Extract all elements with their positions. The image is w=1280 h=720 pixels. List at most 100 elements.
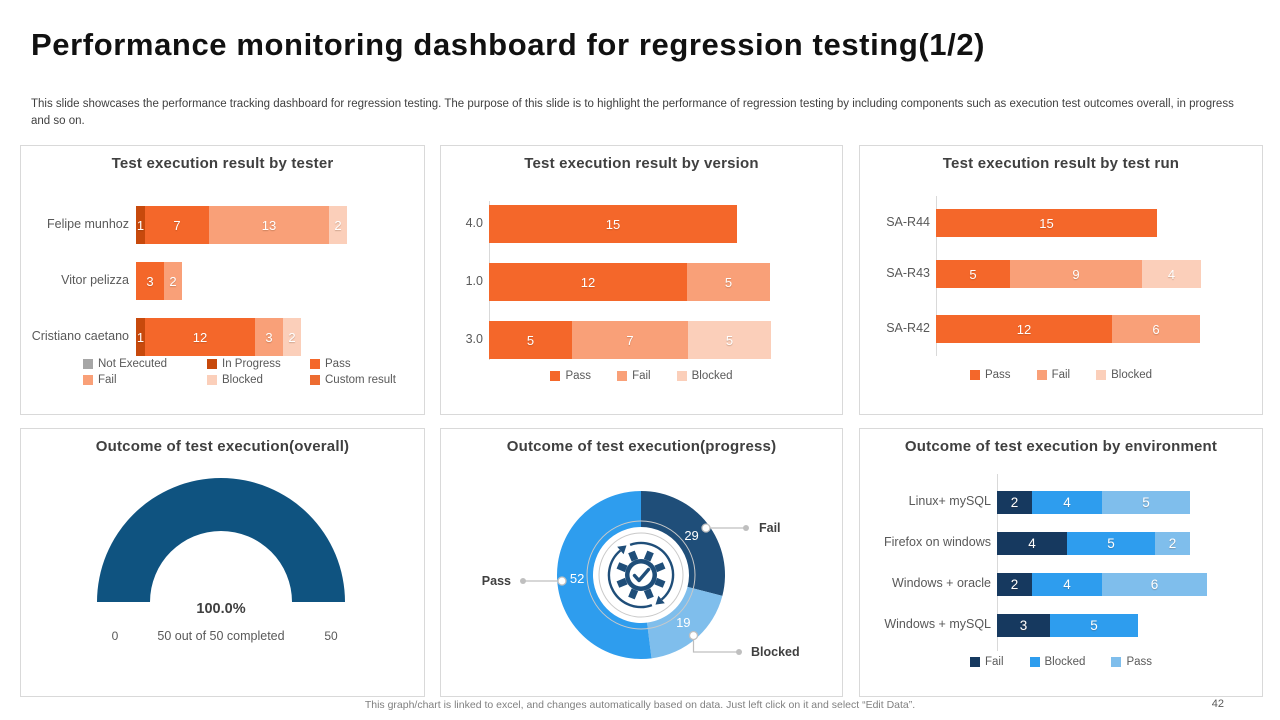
- callout-end-dot: [743, 525, 749, 531]
- category-label: Vitor pelizza: [61, 273, 129, 287]
- bar-value-label: 5: [969, 266, 977, 282]
- bar-value-label: 4: [1063, 576, 1071, 592]
- bar-segment-pass: 5: [1102, 490, 1190, 514]
- donut-value-label: 19: [676, 615, 690, 630]
- bar-segment-fail: 3: [997, 613, 1050, 637]
- chart-title: Outcome of test execution(overall): [95, 438, 350, 455]
- legend-swatch: [207, 375, 217, 385]
- category-label: Cristiano caetano: [31, 329, 129, 343]
- bar-segment-pass: 3: [136, 262, 164, 300]
- bar-row: 15: [936, 209, 1157, 237]
- legend-swatch: [83, 359, 93, 369]
- legend-swatch: [310, 375, 320, 385]
- chart-panel-progress-donut[interactable]: Outcome of test execution(progress) 29 19…: [440, 428, 843, 697]
- chart-panel-by-environment[interactable]: Outcome of test execution by environment…: [859, 428, 1263, 697]
- bar-value-label: 6: [1150, 576, 1159, 592]
- callout-label-blocked: Blocked: [751, 645, 800, 659]
- bar-value-label: 3: [146, 273, 154, 289]
- legend-item-not-executed: Not Executed: [83, 358, 207, 370]
- bar-value-label: 5: [725, 332, 734, 348]
- bar-value-label: 12: [1016, 321, 1032, 337]
- bar-segment-in-progress: 1: [136, 318, 145, 356]
- bar-segment-pass: 2: [1155, 531, 1190, 555]
- legend-item-pass: Pass: [969, 369, 1011, 381]
- bar-segment-pass: 5: [489, 321, 572, 359]
- inner-ring: [598, 532, 684, 618]
- bar-value-label: 2: [169, 273, 177, 289]
- bar-segment-blocked: 5: [688, 321, 771, 359]
- bar-segment-fail: 4: [997, 531, 1067, 555]
- gauge-max-label: 50: [324, 629, 338, 643]
- bar-value-label: 2: [334, 217, 342, 233]
- bar-value-label: 7: [173, 217, 181, 233]
- legend-label: Blocked: [222, 374, 263, 386]
- chart-panel-by-tester[interactable]: Test execution result by tester Felipe m…: [20, 145, 425, 415]
- chart-panel-by-version[interactable]: Test execution result by version 4.0 15 1.…: [440, 145, 843, 415]
- bar-row: 12 5: [489, 263, 770, 301]
- bar-segment-blocked: 4: [1142, 260, 1201, 288]
- bar-segment-fail: 5: [687, 263, 770, 301]
- legend-swatch: [676, 371, 687, 381]
- bar-row: 2 4 5: [997, 490, 1190, 514]
- gauge-caption: 50 out of 50 completed: [157, 629, 284, 643]
- callout-anchor-dot: [688, 630, 699, 641]
- bar-value-label: 5: [526, 332, 535, 348]
- legend-label: Pass: [984, 369, 1011, 381]
- bar-row: 12 6: [936, 315, 1200, 343]
- bar-segment-fail: 6: [1112, 315, 1200, 343]
- callout-line: [692, 635, 739, 653]
- legend-swatch: [207, 359, 217, 369]
- legend-swatch: [550, 371, 561, 381]
- bar-row: 1 12 3 2: [136, 318, 301, 356]
- chart-panel-by-test-run[interactable]: Test execution result by test run SA-R44…: [859, 145, 1263, 415]
- callout-anchor-dot: [701, 523, 711, 533]
- bar-segment-blocked: 5: [1050, 613, 1138, 637]
- legend-label: Not Executed: [98, 358, 168, 370]
- legend-label: Blocked: [1044, 656, 1086, 668]
- bar-segment-blocked: 4: [1032, 572, 1102, 596]
- donut-slice-blocked: [647, 586, 723, 659]
- bar-segment-blocked: 4: [1032, 490, 1102, 514]
- legend-swatch: [1096, 370, 1107, 380]
- bar-value-label: 15: [1039, 215, 1054, 231]
- callout-label-pass: Pass: [482, 574, 511, 588]
- bar-value-label: 6: [1152, 321, 1160, 337]
- footer-note: This graph/chart is linked to excel, and…: [364, 699, 916, 711]
- bar-segment-pass: 12: [936, 315, 1112, 343]
- legend-item-custom-result: Custom result: [310, 374, 440, 386]
- bar-segment-fail: 2: [997, 572, 1032, 596]
- bar-value-label: 4: [1167, 266, 1176, 282]
- bar-row: 5 9 4: [936, 260, 1201, 288]
- category-label: Windows + mySQL: [884, 617, 991, 631]
- bar-value-label: 15: [605, 216, 621, 232]
- legend-swatch: [1029, 657, 1040, 667]
- legend-item-fail: Fail: [83, 374, 207, 386]
- legend-label: Fail: [984, 656, 1004, 668]
- callout-end-dot: [736, 649, 742, 655]
- legend-swatch: [83, 375, 93, 385]
- legend-item-blocked: Blocked: [207, 374, 310, 386]
- bar-segment-fail: 2: [997, 490, 1032, 514]
- bar-value-label: 2: [1010, 576, 1019, 592]
- bar-segment-fail: 7: [572, 321, 688, 359]
- bar-segment-fail: 2: [164, 262, 182, 300]
- bar-row: 1 7 13 2: [136, 206, 347, 244]
- category-label: SA-R44: [886, 215, 930, 229]
- legend-label: Pass: [1126, 656, 1153, 668]
- category-label: Firefox on windows: [884, 535, 991, 549]
- legend-label: Fail: [1051, 369, 1071, 381]
- legend-swatch: [969, 370, 980, 380]
- bar-value-label: 12: [192, 329, 208, 345]
- chart-panel-overall-gauge[interactable]: Outcome of test execution(overall) 100.0…: [20, 428, 425, 697]
- legend: Fail Blocked Pass: [860, 656, 1262, 668]
- legend-swatch: [310, 359, 320, 369]
- bar-segment-pass: 15: [936, 209, 1157, 237]
- bar-segment-in-progress: 1: [136, 206, 145, 244]
- page-subtitle: This slide showcases the performance tra…: [31, 98, 1234, 128]
- category-label: 1.0: [465, 274, 483, 288]
- legend-item-fail: Fail: [1036, 369, 1071, 381]
- bar-value-label: 12: [580, 274, 596, 290]
- legend-label: Blocked: [1111, 369, 1153, 381]
